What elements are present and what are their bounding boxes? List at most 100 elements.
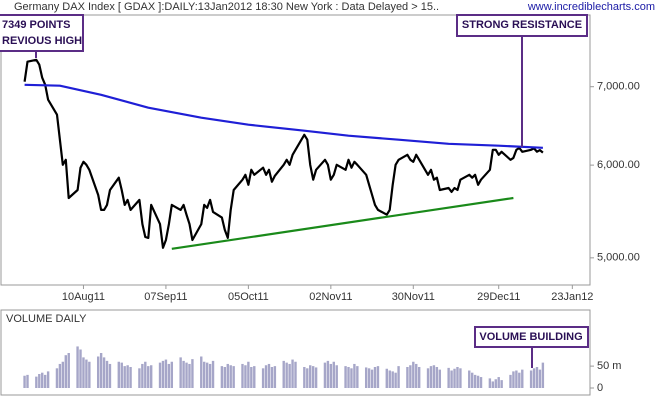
- series-line: [171, 196, 514, 250]
- series-line: [23, 58, 544, 249]
- x-tick-label: 07Sep11: [144, 291, 187, 303]
- volume-bar: [179, 357, 182, 388]
- volume-bar: [438, 369, 442, 388]
- volume-bar: [512, 371, 515, 388]
- volume-bar: [220, 366, 224, 388]
- volume-bar: [488, 378, 492, 388]
- x-tick-label: 29Dec11: [477, 291, 520, 303]
- volume-bar: [314, 367, 318, 388]
- volume-bar: [149, 365, 153, 388]
- volume-bar: [200, 356, 203, 388]
- volume-bar: [96, 356, 100, 388]
- volume-bar: [376, 366, 380, 388]
- volume-bar: [170, 361, 174, 388]
- annotation: STRONG RESISTANCE: [462, 19, 582, 31]
- volume-bar: [282, 360, 285, 388]
- volume-bar: [335, 365, 338, 388]
- volume-bar: [147, 366, 150, 388]
- volume-bar: [23, 375, 26, 388]
- volume-bar: [164, 359, 168, 388]
- volume-bar: [303, 367, 306, 388]
- volume-bar: [250, 367, 253, 388]
- volume-bar: [182, 360, 185, 388]
- volume-bar: [232, 366, 235, 388]
- y-tick-label: 5,000.00: [597, 252, 640, 264]
- annotation: REVIOUS HIGH: [2, 35, 82, 47]
- volume-bar: [285, 362, 288, 388]
- y-tick-label: 6,000.00: [597, 159, 640, 171]
- volume-bar: [158, 362, 162, 388]
- volume-bar: [205, 362, 209, 388]
- volume-bar: [76, 346, 79, 388]
- volume-bar: [435, 367, 439, 388]
- volume-bar: [273, 366, 277, 388]
- volume-bar: [191, 359, 194, 388]
- volume-bar: [306, 368, 309, 388]
- volume-bar: [491, 381, 495, 388]
- volume-bar: [417, 367, 421, 388]
- volume-bar: [509, 374, 512, 388]
- volume-bar: [102, 357, 106, 388]
- volume-bar: [367, 368, 371, 388]
- volume-bar: [397, 366, 400, 388]
- volume-bar: [406, 367, 409, 388]
- x-tick-label: 23Jan12: [551, 291, 593, 303]
- volume-bar: [126, 365, 129, 388]
- volume-bar: [229, 365, 232, 388]
- volume-bar: [55, 368, 59, 388]
- volume-bar: [385, 368, 388, 388]
- volume-bar: [473, 374, 477, 388]
- volume-bar: [332, 361, 335, 388]
- annotation: VOLUME BUILDING: [479, 331, 582, 343]
- volume-bar: [203, 361, 206, 388]
- annotation: 7349 POINTS: [2, 19, 70, 31]
- volume-bar: [518, 372, 521, 388]
- volume-bar: [388, 370, 391, 388]
- volume-bar: [185, 362, 188, 388]
- volume-bar: [468, 370, 471, 388]
- volume-bar: [79, 349, 82, 388]
- volume-bar: [141, 363, 144, 388]
- volume-bar: [241, 363, 244, 388]
- volume-bar: [264, 365, 268, 388]
- volume-bar: [117, 361, 120, 388]
- volume-bar: [450, 370, 453, 388]
- price-frame: [0, 14, 591, 286]
- volume-bar: [67, 353, 70, 388]
- volume-bar: [46, 371, 50, 388]
- x-tick-label: 02Nov11: [309, 291, 352, 303]
- volume-bar: [447, 367, 450, 388]
- volume-bar: [429, 366, 433, 388]
- volume-bar: [515, 370, 518, 388]
- volume-bar: [497, 377, 500, 388]
- volume-bar: [356, 366, 359, 388]
- annotation-box: [0, 14, 84, 52]
- volume-bar: [288, 363, 291, 388]
- volume-bar: [353, 363, 356, 388]
- volume-bar: [344, 366, 347, 388]
- chart-title: Germany DAX Index [ GDAX ]:DAILY:13Jan20…: [14, 1, 439, 13]
- volume-bar: [370, 369, 374, 388]
- volume-bar: [347, 367, 350, 388]
- volume-bar: [311, 366, 315, 388]
- volume-bar: [208, 363, 212, 388]
- volume-bar: [35, 376, 38, 388]
- volume-bar: [129, 367, 132, 388]
- volume-bar: [323, 362, 327, 388]
- volume-bar: [500, 380, 503, 388]
- volume-bar: [479, 377, 483, 388]
- volume-bar: [532, 368, 536, 388]
- x-tick-label: 05Oct11: [228, 291, 269, 303]
- volume-bar: [373, 367, 377, 388]
- volume-bar: [244, 365, 247, 388]
- volume-bar: [247, 361, 250, 388]
- volume-bar: [412, 361, 415, 388]
- volume-bar: [326, 360, 330, 388]
- y-tick-label: 0: [597, 382, 603, 394]
- volume-bar: [223, 367, 227, 388]
- volume-bar: [364, 367, 368, 388]
- volume-bar: [456, 367, 459, 388]
- volume-bar: [85, 359, 88, 388]
- volume-bar: [432, 365, 436, 388]
